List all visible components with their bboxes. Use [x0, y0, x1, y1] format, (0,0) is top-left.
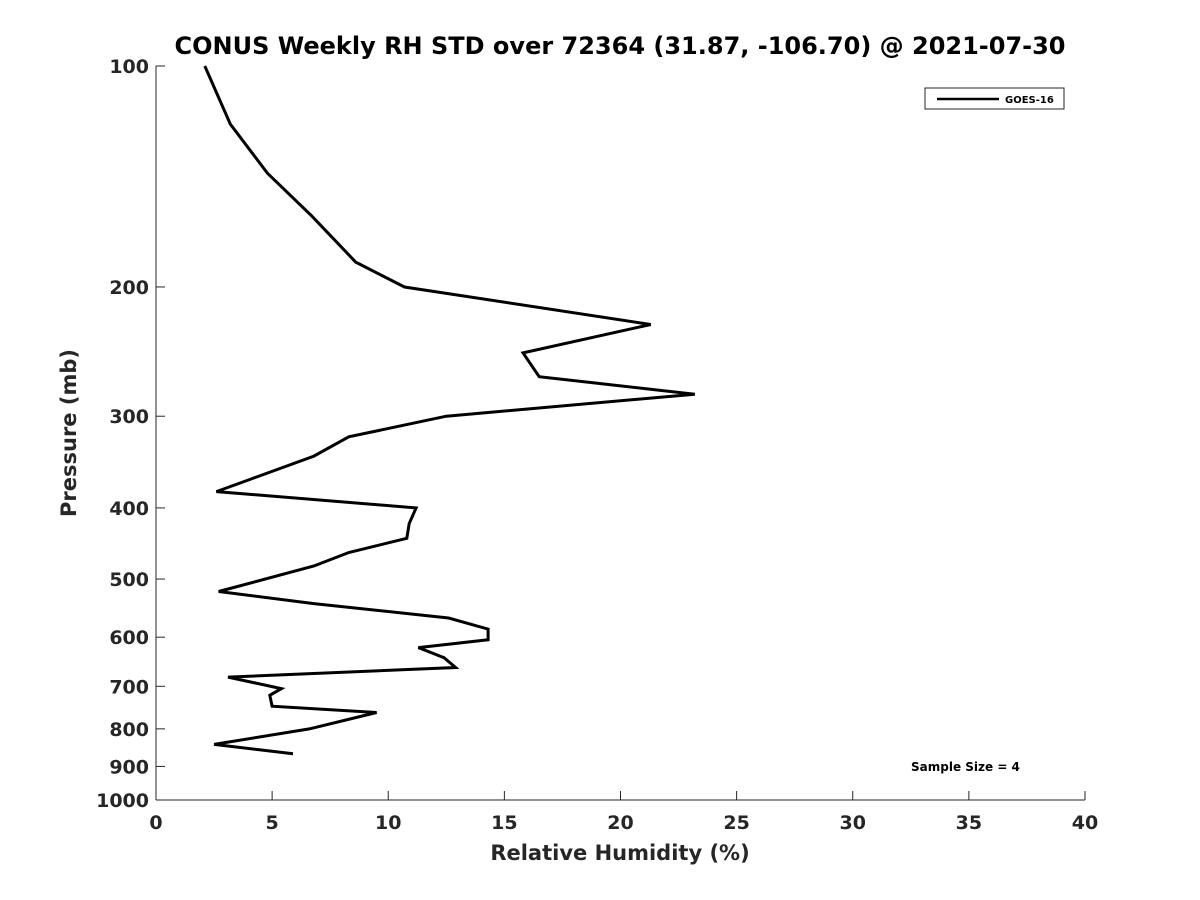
x-axis-label: Relative Humidity (%) — [490, 841, 749, 865]
y-tick-label: 100 — [109, 56, 149, 78]
x-tick-label: 5 — [266, 812, 279, 834]
x-tick-label: 0 — [149, 812, 162, 834]
chart-title: CONUS Weekly RH STD over 72364 (31.87, -… — [174, 32, 1065, 60]
legend: GOES-16 — [924, 87, 1065, 110]
series-goes-16 — [203, 65, 695, 756]
x-axis-ticks: 0 5 10 15 20 25 30 35 40 — [149, 791, 1098, 834]
y-tick-label: 200 — [109, 277, 149, 299]
y-tick-label: 400 — [109, 498, 149, 520]
x-tick-label: 30 — [840, 812, 866, 834]
x-tick-label: 20 — [607, 812, 633, 834]
y-tick-label: 600 — [109, 627, 149, 649]
y-tick-label: 900 — [109, 756, 149, 778]
y-tick-label: 500 — [109, 569, 149, 591]
x-tick-label: 40 — [1072, 812, 1098, 834]
y-tick-label: 800 — [109, 719, 149, 741]
x-tick-label: 25 — [723, 812, 749, 834]
y-tick-label: 700 — [109, 676, 149, 698]
y-axis-label: Pressure (mb) — [57, 349, 81, 517]
legend-label-goes-16: GOES-16 — [1005, 95, 1054, 106]
y-tick-label: 300 — [109, 406, 149, 428]
x-tick-label: 35 — [956, 812, 982, 834]
x-tick-label: 10 — [375, 812, 401, 834]
sample-size-annotation: Sample Size = 4 — [911, 760, 1020, 774]
y-axis-ticks: 100 200 300 400 500 600 700 800 900 1000 — [96, 56, 165, 812]
x-tick-label: 15 — [491, 812, 517, 834]
series-line-goes-16 — [203, 65, 695, 756]
plot-axes — [155, 66, 1085, 801]
y-tick-label: 1000 — [96, 790, 149, 812]
